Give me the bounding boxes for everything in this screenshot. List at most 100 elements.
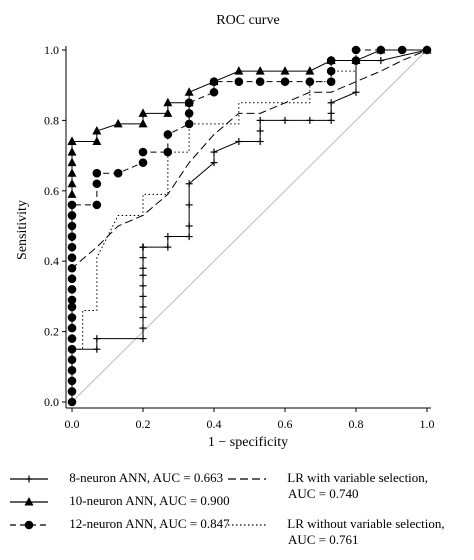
- data-point-1: [138, 108, 148, 117]
- x-tick-label: 0.8: [349, 417, 364, 431]
- data-point-2: [67, 263, 77, 273]
- data-point-2: [67, 274, 77, 284]
- y-tick-label: 1.0: [44, 43, 59, 57]
- data-point-1: [67, 147, 77, 156]
- legend-swatch-marker: [24, 520, 34, 530]
- data-point-1: [209, 76, 219, 86]
- data-point-2: [184, 109, 194, 118]
- data-point-0: [235, 138, 243, 146]
- data-point-1: [326, 55, 336, 65]
- data-point-0: [68, 345, 76, 353]
- legend-label-lr-with-selection-auc: AUC = 0.740: [288, 486, 359, 502]
- legend: 8-neuron ANN, AUC = 0.663 10-neuron ANN,…: [0, 462, 474, 560]
- data-point-2: [67, 242, 77, 252]
- data-point-0: [210, 148, 218, 156]
- data-point-0: [164, 243, 172, 251]
- data-point-1: [234, 66, 244, 75]
- data-point-0: [139, 282, 147, 290]
- chart-title: ROC curve: [216, 13, 279, 28]
- data-point-2: [113, 168, 123, 178]
- data-point-0: [185, 180, 193, 188]
- data-point-0: [423, 46, 431, 54]
- data-point-0: [139, 264, 147, 272]
- data-point-0: [139, 271, 147, 279]
- data-point-2: [67, 313, 77, 322]
- roc-chart: ROC curve 0.0 0.2 0.4 0.6 0.8 1.0 0.0 0.2 0.4 0.6…: [15, 13, 435, 450]
- data-point-2: [67, 232, 77, 241]
- data-point-0: [256, 116, 264, 124]
- data-point-2: [351, 45, 361, 55]
- data-point-0: [68, 377, 76, 385]
- data-point-0: [139, 324, 147, 332]
- data-point-0: [139, 335, 147, 343]
- data-point-2: [326, 66, 336, 76]
- data-point-1: [67, 157, 77, 167]
- data-point-1: [67, 189, 77, 198]
- x-tick-label: 0.0: [65, 417, 80, 431]
- data-point-2: [67, 334, 77, 343]
- data-point-0: [352, 57, 360, 65]
- data-point-2: [305, 77, 315, 86]
- data-point-1: [92, 125, 102, 135]
- data-point-2: [67, 211, 77, 220]
- data-point-1: [138, 118, 148, 128]
- data-point-2: [67, 285, 77, 294]
- data-point-2: [67, 295, 77, 305]
- data-point-0: [68, 387, 76, 395]
- data-point-1: [305, 66, 315, 75]
- data-point-0: [185, 233, 193, 241]
- data-point-2: [234, 77, 244, 86]
- data-point-0: [139, 254, 147, 262]
- data-point-1: [376, 45, 386, 54]
- data-point-0: [139, 243, 147, 251]
- series-layer: [67, 45, 432, 407]
- y-tick-label: 0.2: [44, 325, 59, 339]
- data-point-0: [68, 356, 76, 364]
- data-point-0: [139, 314, 147, 322]
- legend-swatch-marker: [25, 475, 33, 483]
- y-tick-label: 0.6: [44, 184, 59, 198]
- x-axis-label: 1 − specificity: [208, 435, 288, 450]
- data-point-0: [306, 116, 314, 124]
- data-point-0: [185, 201, 193, 209]
- data-point-0: [256, 127, 264, 135]
- legend-item-lr-without-selection: LR without variable selection, AUC = 0.7…: [226, 516, 445, 548]
- data-point-0: [139, 292, 147, 300]
- y-tick-label: 0.0: [44, 395, 59, 409]
- legend-item-8-neuron: 8-neuron ANN, AUC = 0.663: [8, 470, 223, 486]
- y-tick-label: 0.8: [44, 113, 59, 127]
- data-point-1: [163, 108, 173, 117]
- x-tick-label: 0.4: [207, 417, 222, 431]
- data-point-2: [92, 168, 102, 178]
- data-point-1: [113, 118, 123, 128]
- data-point-2: [138, 147, 148, 157]
- data-point-1: [67, 178, 77, 188]
- data-point-1: [280, 66, 290, 75]
- data-point-1: [92, 136, 102, 146]
- legend-label-12-neuron: 12-neuron ANN, AUC = 0.847: [69, 516, 230, 531]
- data-point-2: [209, 87, 219, 97]
- legend-swatch-lr-without-selection: [228, 524, 266, 526]
- data-point-0: [256, 138, 264, 146]
- series-2: [67, 45, 432, 407]
- data-point-2: [255, 77, 265, 86]
- data-point-0: [327, 116, 335, 124]
- data-point-2: [138, 158, 148, 167]
- data-point-0: [281, 116, 289, 124]
- reference-diagonal-layer: [71, 49, 428, 403]
- legend-item-lr-with-selection: LR with variable selection, AUC = 0.740: [226, 470, 428, 502]
- legend-swatch-10-neuron: [10, 497, 48, 506]
- data-point-0: [68, 366, 76, 374]
- data-point-2: [163, 130, 173, 139]
- axes-layer: 0.0 0.2 0.4 0.6 0.8 1.0 0.0 0.2 0.4 0.6 0.8 1.0: [44, 43, 435, 431]
- data-point-0: [352, 88, 360, 96]
- legend-swatch-8-neuron: [10, 475, 48, 483]
- data-point-2: [163, 147, 173, 157]
- legend-label-lr-without-selection: LR without variable selection,: [287, 516, 445, 531]
- data-point-0: [210, 159, 218, 167]
- series-line-1: [71, 49, 427, 195]
- data-point-1: [163, 97, 173, 107]
- data-point-2: [67, 302, 77, 312]
- data-point-0: [68, 398, 76, 406]
- series-0: [68, 46, 431, 406]
